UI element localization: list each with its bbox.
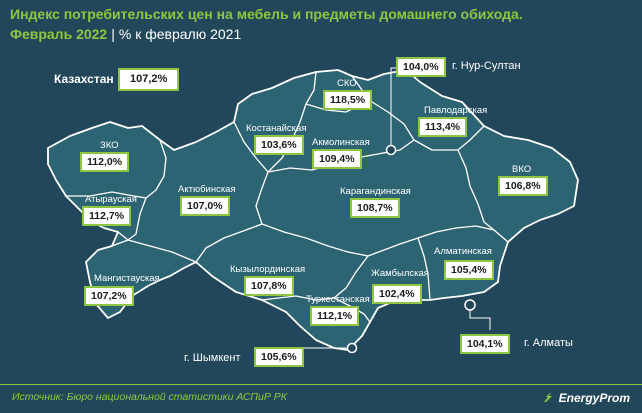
country-outline [47, 69, 579, 351]
region-label-vko: ВКО [512, 164, 532, 175]
region-value-turkestan: 112,1% [310, 306, 360, 326]
region-label-sko: СКО [337, 78, 357, 89]
region-value-atyrau: 112,7% [82, 206, 132, 226]
region-value-zko: 112,0% [80, 152, 130, 172]
region-label-akmola: Акмолинская [312, 137, 370, 148]
city-label-almaty: г. Алматы [524, 337, 573, 349]
region-value-akmola: 109,4% [312, 149, 362, 169]
region-label-aktobe: Актюбинская [178, 184, 236, 195]
region-value-kostanay: 103,6% [254, 135, 304, 155]
country-label: Казахстан [54, 72, 114, 86]
region-value-almaty-obl: 105,4% [444, 260, 494, 280]
region-value-zhambyl: 102,4% [372, 284, 422, 304]
page-title: Индекс потребительских цен на мебель и п… [10, 6, 523, 22]
city-value-nur-sultan: 104,0% [396, 57, 446, 77]
city-value-almaty: 104,1% [460, 334, 510, 354]
city-label-shymkent: г. Шымкент [184, 352, 241, 364]
basis-label: % к февралю 2021 [118, 26, 242, 42]
footer-divider [0, 384, 642, 385]
region-value-kyzylorda: 107,8% [244, 276, 294, 296]
page-subtitle: Февраль 2022 |% к февралю 2021 [10, 26, 241, 43]
source-note: Источник: Бюро национальной статистики А… [12, 391, 287, 403]
region-value-aktobe: 107,0% [180, 196, 230, 216]
region-value-sko: 118,5% [323, 90, 373, 110]
region-label-almaty-obl: Алматинская [434, 246, 492, 257]
region-label-turkestan: Туркестанская [306, 294, 370, 305]
region-label-atyrau: Атырауская [85, 194, 137, 205]
region-label-zko: ЗКО [100, 140, 119, 151]
region-label-zhambyl: Жамбылская [371, 268, 429, 279]
brand-name: EnergyProm [558, 391, 630, 405]
region-value-mangystau: 107,2% [84, 286, 134, 306]
region-value-vko: 106,8% [498, 176, 548, 196]
city-markers [346, 144, 476, 354]
region-label-karaganda: Карагандинская [340, 186, 411, 197]
region-label-pavlodar: Павлодарская [424, 105, 488, 116]
region-value-pavlodar: 113,4% [418, 117, 468, 137]
period-label: Февраль 2022 [10, 26, 108, 42]
lightning-icon [543, 392, 552, 402]
region-value-karaganda: 108,7% [350, 198, 400, 218]
region-label-kyzylorda: Кызылординская [230, 264, 306, 275]
region-label-mangystau: Мангистауская [94, 273, 160, 284]
brand-logo: EnergyProm [542, 390, 630, 405]
city-value-shymkent: 105,6% [254, 347, 304, 367]
city-label-nur-sultan: г. Нур-Султан [452, 60, 521, 72]
region-label-kostanay: Костанайская [246, 123, 307, 134]
separator: | [111, 26, 115, 42]
country-value: 107,2% [118, 68, 180, 91]
